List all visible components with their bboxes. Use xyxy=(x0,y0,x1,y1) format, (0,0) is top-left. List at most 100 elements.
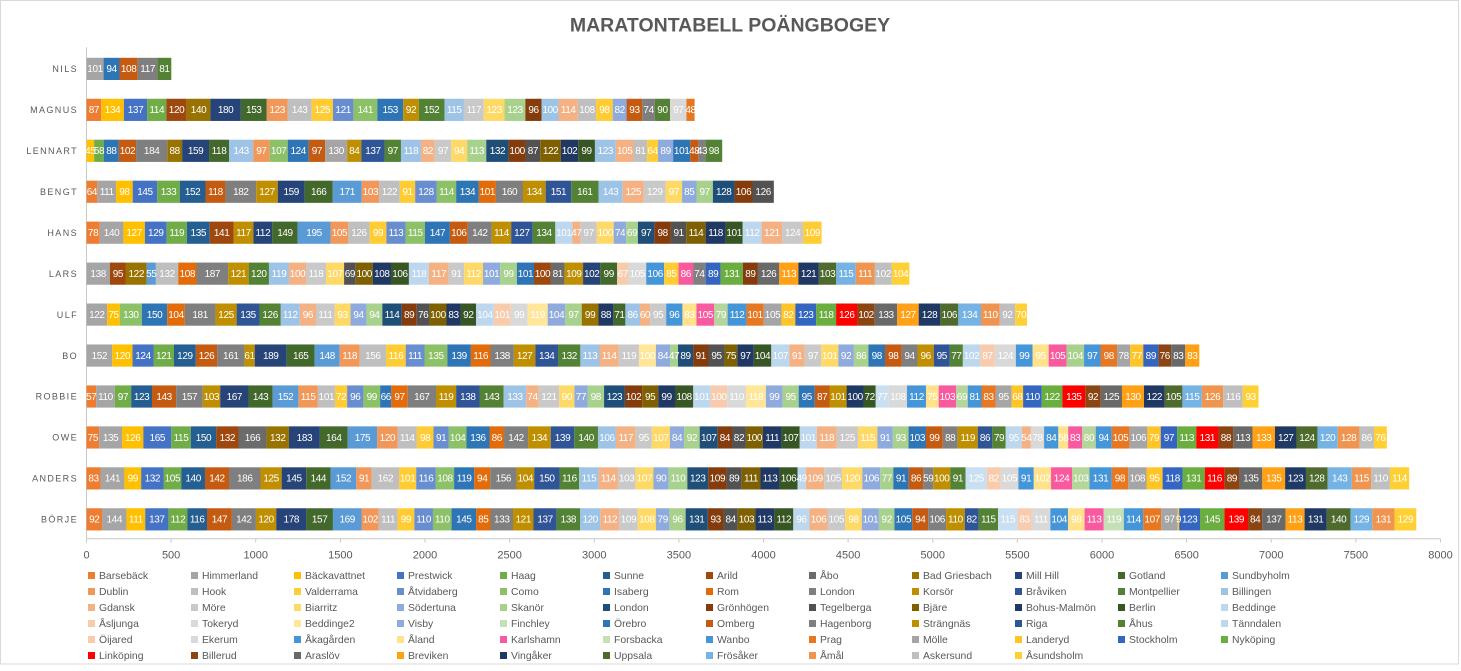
svg-text:99: 99 xyxy=(503,269,514,280)
svg-text:Visby: Visby xyxy=(408,619,434,630)
svg-text:143: 143 xyxy=(233,146,249,157)
svg-text:60: 60 xyxy=(640,310,651,321)
svg-text:85: 85 xyxy=(666,269,677,280)
svg-text:103: 103 xyxy=(820,269,836,280)
svg-text:144: 144 xyxy=(311,474,327,485)
svg-text:MAGNUS: MAGNUS xyxy=(30,105,78,115)
svg-text:119: 119 xyxy=(530,310,546,321)
svg-text:106: 106 xyxy=(647,269,663,280)
svg-text:145: 145 xyxy=(1205,515,1221,526)
svg-text:132: 132 xyxy=(220,433,236,444)
svg-text:104: 104 xyxy=(168,310,184,321)
svg-text:129: 129 xyxy=(1354,515,1370,526)
svg-text:99: 99 xyxy=(581,146,592,157)
svg-text:181: 181 xyxy=(192,310,208,321)
svg-text:161: 161 xyxy=(577,187,593,198)
svg-text:125: 125 xyxy=(1104,392,1120,403)
svg-text:114: 114 xyxy=(400,433,416,444)
svg-text:115: 115 xyxy=(447,105,463,116)
svg-text:47: 47 xyxy=(571,228,582,239)
svg-text:74: 74 xyxy=(615,228,626,239)
svg-text:99: 99 xyxy=(128,474,139,485)
svg-text:Öijared: Öijared xyxy=(99,634,133,646)
svg-text:107: 107 xyxy=(701,433,717,444)
svg-text:119: 119 xyxy=(169,228,185,239)
svg-text:Dublin: Dublin xyxy=(99,587,129,598)
svg-text:101: 101 xyxy=(400,474,416,485)
svg-text:102: 102 xyxy=(1035,474,1051,485)
svg-text:101: 101 xyxy=(747,310,763,321)
svg-text:92: 92 xyxy=(882,515,893,526)
svg-text:169: 169 xyxy=(339,515,355,526)
svg-text:75: 75 xyxy=(726,351,737,362)
svg-text:7500: 7500 xyxy=(1344,550,1368,562)
svg-text:94: 94 xyxy=(454,146,465,157)
svg-text:91: 91 xyxy=(451,269,462,280)
svg-text:129: 129 xyxy=(647,187,663,198)
svg-text:122: 122 xyxy=(543,146,559,157)
svg-text:125: 125 xyxy=(315,105,331,116)
svg-text:Bad Griesbach: Bad Griesbach xyxy=(923,571,992,582)
svg-text:157: 157 xyxy=(182,392,198,403)
svg-text:129: 129 xyxy=(1398,515,1414,526)
svg-text:84: 84 xyxy=(349,146,360,157)
svg-text:Uppsala: Uppsala xyxy=(614,651,652,662)
svg-text:123: 123 xyxy=(134,392,150,403)
svg-text:134: 134 xyxy=(105,105,121,116)
svg-text:138: 138 xyxy=(494,351,510,362)
svg-text:Örebro: Örebro xyxy=(614,618,647,630)
svg-text:BENGT: BENGT xyxy=(40,187,78,197)
svg-text:142: 142 xyxy=(508,433,524,444)
svg-text:195: 195 xyxy=(306,228,322,239)
svg-text:136: 136 xyxy=(470,433,486,444)
svg-text:152: 152 xyxy=(185,187,201,198)
svg-text:98: 98 xyxy=(599,105,610,116)
svg-text:101: 101 xyxy=(801,433,817,444)
svg-text:114: 114 xyxy=(439,187,455,198)
svg-text:105: 105 xyxy=(617,146,633,157)
svg-text:86: 86 xyxy=(980,433,991,444)
svg-text:LARS: LARS xyxy=(49,269,78,279)
svg-text:116: 116 xyxy=(562,474,578,485)
svg-text:Nyköping: Nyköping xyxy=(1232,635,1276,646)
svg-text:Arild: Arild xyxy=(717,571,738,582)
svg-text:91: 91 xyxy=(402,187,413,198)
svg-text:100: 100 xyxy=(535,269,551,280)
svg-text:107: 107 xyxy=(653,433,669,444)
svg-text:102: 102 xyxy=(626,392,642,403)
svg-text:91: 91 xyxy=(792,351,803,362)
svg-text:143: 143 xyxy=(603,187,619,198)
svg-text:106: 106 xyxy=(929,515,945,526)
svg-text:97: 97 xyxy=(394,392,405,403)
svg-text:114: 114 xyxy=(1392,474,1408,485)
svg-text:108: 108 xyxy=(639,515,655,526)
svg-text:107: 107 xyxy=(1144,515,1160,526)
svg-text:95: 95 xyxy=(1149,474,1160,485)
svg-text:131: 131 xyxy=(1186,474,1202,485)
svg-text:115: 115 xyxy=(1185,392,1201,403)
svg-text:137: 137 xyxy=(1266,515,1282,526)
svg-text:127: 127 xyxy=(126,228,142,239)
svg-text:115: 115 xyxy=(174,433,190,444)
svg-text:115: 115 xyxy=(1000,515,1016,526)
svg-text:150: 150 xyxy=(196,433,212,444)
svg-text:133: 133 xyxy=(161,187,177,198)
svg-text:111: 111 xyxy=(744,474,759,485)
svg-text:83: 83 xyxy=(88,474,99,485)
svg-text:64: 64 xyxy=(647,146,658,157)
svg-text:77: 77 xyxy=(951,351,962,362)
svg-text:106: 106 xyxy=(781,474,797,485)
svg-text:156: 156 xyxy=(496,474,512,485)
svg-text:96: 96 xyxy=(528,105,539,116)
svg-text:117: 117 xyxy=(236,228,252,239)
svg-text:Finchley: Finchley xyxy=(511,619,550,630)
svg-text:97: 97 xyxy=(583,228,594,239)
svg-text:Ekerum: Ekerum xyxy=(202,635,238,646)
svg-text:74: 74 xyxy=(527,392,538,403)
svg-text:110: 110 xyxy=(983,310,999,321)
svg-text:134: 134 xyxy=(539,351,555,362)
svg-text:123: 123 xyxy=(1182,515,1198,526)
svg-text:101: 101 xyxy=(518,269,534,280)
svg-text:145: 145 xyxy=(137,187,153,198)
svg-text:104: 104 xyxy=(450,433,466,444)
